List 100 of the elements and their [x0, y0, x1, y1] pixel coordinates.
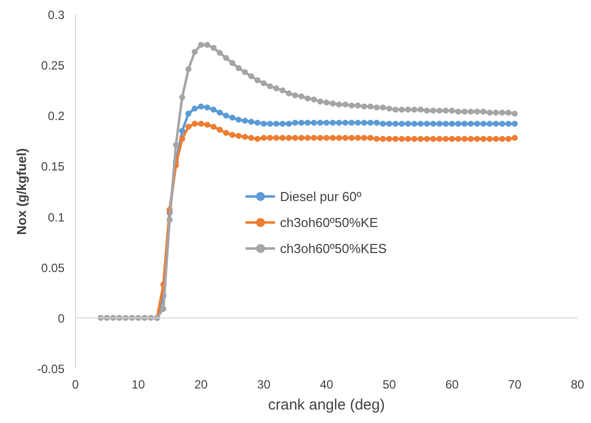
point: [480, 136, 486, 142]
point: [386, 120, 392, 127]
point: [430, 120, 436, 127]
y-tick-label: 0.3: [48, 8, 65, 22]
point: [455, 120, 462, 127]
point: [210, 124, 217, 130]
point: [324, 134, 330, 141]
point: [499, 136, 506, 142]
x-tick-label: 80: [570, 378, 584, 392]
x-tick-label: 70: [508, 378, 522, 392]
point: [462, 120, 468, 127]
y-tick-label: 0.05: [41, 260, 65, 275]
y-tick-label: -0.05: [37, 362, 65, 376]
point: [254, 120, 260, 126]
point: [405, 136, 412, 142]
point: [210, 106, 217, 113]
point: [185, 124, 192, 130]
point: [304, 120, 311, 126]
point: [242, 118, 248, 124]
point: [242, 134, 248, 140]
y-tick-label: 0.25: [41, 58, 65, 73]
point: [198, 120, 204, 127]
point: [298, 134, 304, 141]
point: [198, 104, 204, 110]
point: [204, 104, 210, 111]
point: [398, 120, 405, 127]
point: [179, 136, 186, 142]
point: [418, 120, 424, 127]
point: [204, 122, 210, 128]
point: [492, 136, 499, 142]
point: [418, 136, 424, 142]
point: [367, 120, 374, 126]
point: [236, 132, 242, 139]
point: [216, 110, 223, 116]
point: [185, 110, 192, 117]
point: [386, 136, 392, 142]
y-tick-label: 0.15: [41, 160, 65, 174]
x-tick-label: 60: [445, 378, 459, 392]
point: [424, 136, 430, 142]
point: [442, 136, 449, 142]
point: [492, 120, 499, 127]
point: [248, 118, 254, 125]
point: [267, 120, 274, 127]
y-axis-title: Nox (g/kgfuel): [14, 148, 30, 235]
point: [292, 134, 298, 141]
point: [330, 134, 336, 141]
point: [342, 120, 348, 126]
point: [354, 120, 361, 126]
point: [229, 114, 236, 121]
legend-label: Diesel pur 60º: [280, 188, 362, 204]
point: [411, 136, 418, 142]
point: [348, 120, 355, 126]
point: [392, 136, 399, 142]
point: [342, 134, 348, 141]
point: [310, 134, 317, 141]
point: [192, 106, 198, 112]
point: [512, 120, 518, 127]
point: [380, 120, 386, 127]
point: [260, 134, 267, 141]
point: [273, 134, 280, 141]
point: [474, 136, 480, 142]
point: [223, 130, 230, 136]
point: [468, 120, 474, 127]
point: [254, 136, 260, 142]
point: [298, 120, 304, 126]
point: [229, 132, 236, 138]
point: [455, 136, 462, 142]
x-tick-label: 50: [382, 378, 396, 392]
y-tick-label: 0.1: [48, 210, 65, 224]
legend-label: ch3oh60º50%KES: [280, 240, 387, 256]
point: [310, 120, 317, 126]
point: [486, 120, 493, 127]
point: [505, 136, 512, 142]
x-tick-label: 0: [72, 378, 80, 392]
point: [411, 120, 418, 127]
point: [436, 120, 442, 127]
point: [430, 136, 436, 142]
point: [436, 136, 442, 142]
point: [267, 134, 274, 141]
point: [348, 134, 355, 141]
point: [449, 136, 455, 142]
point: [405, 120, 412, 127]
point: [304, 134, 311, 141]
point: [354, 134, 361, 141]
point: [192, 120, 198, 127]
point: [324, 120, 330, 126]
point: [398, 136, 405, 142]
point: [499, 120, 506, 127]
point: [280, 120, 286, 127]
point: [248, 134, 254, 141]
point: [392, 120, 399, 127]
point: [374, 120, 380, 126]
point: [480, 120, 486, 127]
point: [260, 120, 267, 127]
point: [330, 120, 336, 126]
point: [273, 120, 280, 127]
point: [462, 136, 468, 142]
point: [361, 120, 368, 126]
point: [216, 126, 223, 133]
point: [505, 120, 512, 127]
